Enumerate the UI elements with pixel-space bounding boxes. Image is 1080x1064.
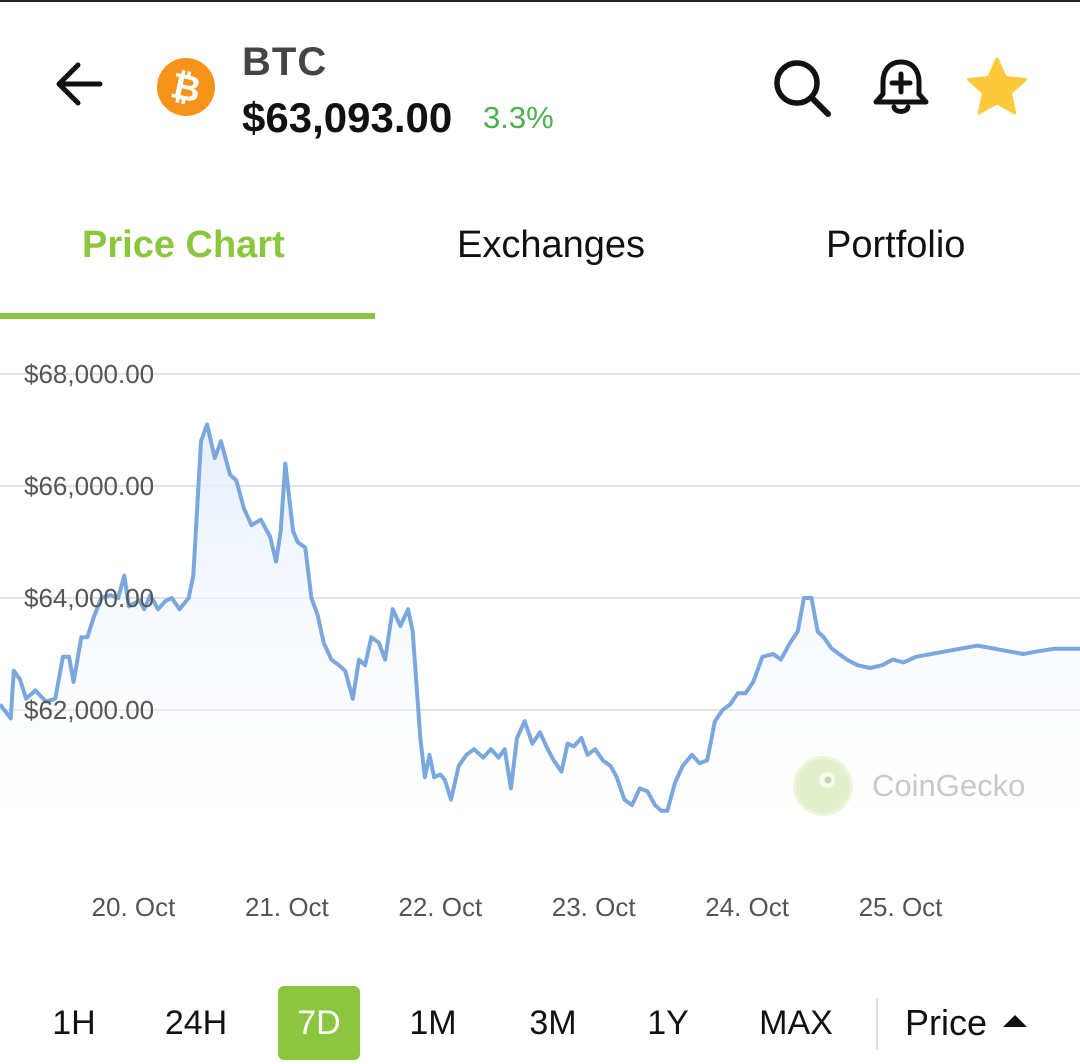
- range-7d-button[interactable]: 7D: [278, 986, 360, 1060]
- bitcoin-logo: ₿: [157, 58, 215, 116]
- tab-portfolio[interactable]: Portfolio: [826, 224, 966, 266]
- y-axis-tick-label: $64,000.00: [24, 583, 154, 613]
- x-axis-tick-label: 22. Oct: [398, 892, 483, 922]
- bell-plus-icon[interactable]: [869, 56, 933, 120]
- metric-selector-label: Price: [905, 1002, 988, 1043]
- range-1h-button[interactable]: 1H: [52, 1004, 96, 1042]
- range-1m-button[interactable]: 1M: [409, 1004, 457, 1042]
- x-axis-tick-label: 23. Oct: [552, 892, 637, 922]
- x-axis-tick-label: 20. Oct: [92, 892, 177, 922]
- y-axis-tick-label: $62,000.00: [24, 695, 154, 725]
- coingecko-watermark-text: CoinGecko: [872, 768, 1026, 803]
- search-icon[interactable]: [770, 56, 834, 120]
- coingecko-logo-watermark: [793, 756, 853, 816]
- x-axis-tick-label: 24. Oct: [705, 892, 790, 922]
- back-arrow-icon[interactable]: [50, 54, 110, 114]
- y-axis-tick-label: $68,000.00: [24, 359, 154, 389]
- range-max-button[interactable]: MAX: [759, 1004, 833, 1042]
- svg-text:₿: ₿: [167, 65, 204, 111]
- x-axis-tick-label: 21. Oct: [245, 892, 330, 922]
- price-line: [0, 422, 1080, 813]
- tab-exchanges[interactable]: Exchanges: [457, 224, 646, 266]
- status-divider: [0, 0, 1080, 2]
- tab-price-chart[interactable]: Price Chart: [82, 224, 285, 266]
- coin-tabs: Price Chart Exchanges Portfolio: [0, 200, 1080, 320]
- range-divider: [876, 998, 878, 1050]
- price-area-fill: [0, 424, 1080, 878]
- y-axis-tick-label: $66,000.00: [24, 471, 154, 501]
- caret-up-icon: [1003, 1015, 1028, 1028]
- coin-symbol: BTC: [242, 40, 328, 84]
- range-1y-button[interactable]: 1Y: [647, 1004, 689, 1042]
- active-tab-indicator: [0, 313, 375, 319]
- range-24h-button[interactable]: 24H: [164, 1004, 228, 1042]
- price-chart[interactable]: $68,000.00 $66,000.00 $64,000.00 $62,000.00…: [0, 320, 1080, 940]
- star-icon[interactable]: [965, 56, 1029, 120]
- price-change: 3.3%: [483, 100, 554, 135]
- coin-price: $63,093.00: [242, 94, 453, 141]
- time-range-selector: 1H 24H 7D 1M 3M 1Y MAX Price: [0, 980, 1080, 1064]
- range-3m-button[interactable]: 3M: [529, 1004, 577, 1042]
- metric-selector[interactable]: Price: [905, 986, 1028, 1060]
- coin-header: ₿ BTC $63,093.00 3.3%: [0, 2, 1080, 162]
- price-chart-svg: $68,000.00 $66,000.00 $64,000.00 $62,000.00…: [0, 359, 1080, 922]
- x-axis-tick-label: 25. Oct: [859, 892, 944, 922]
